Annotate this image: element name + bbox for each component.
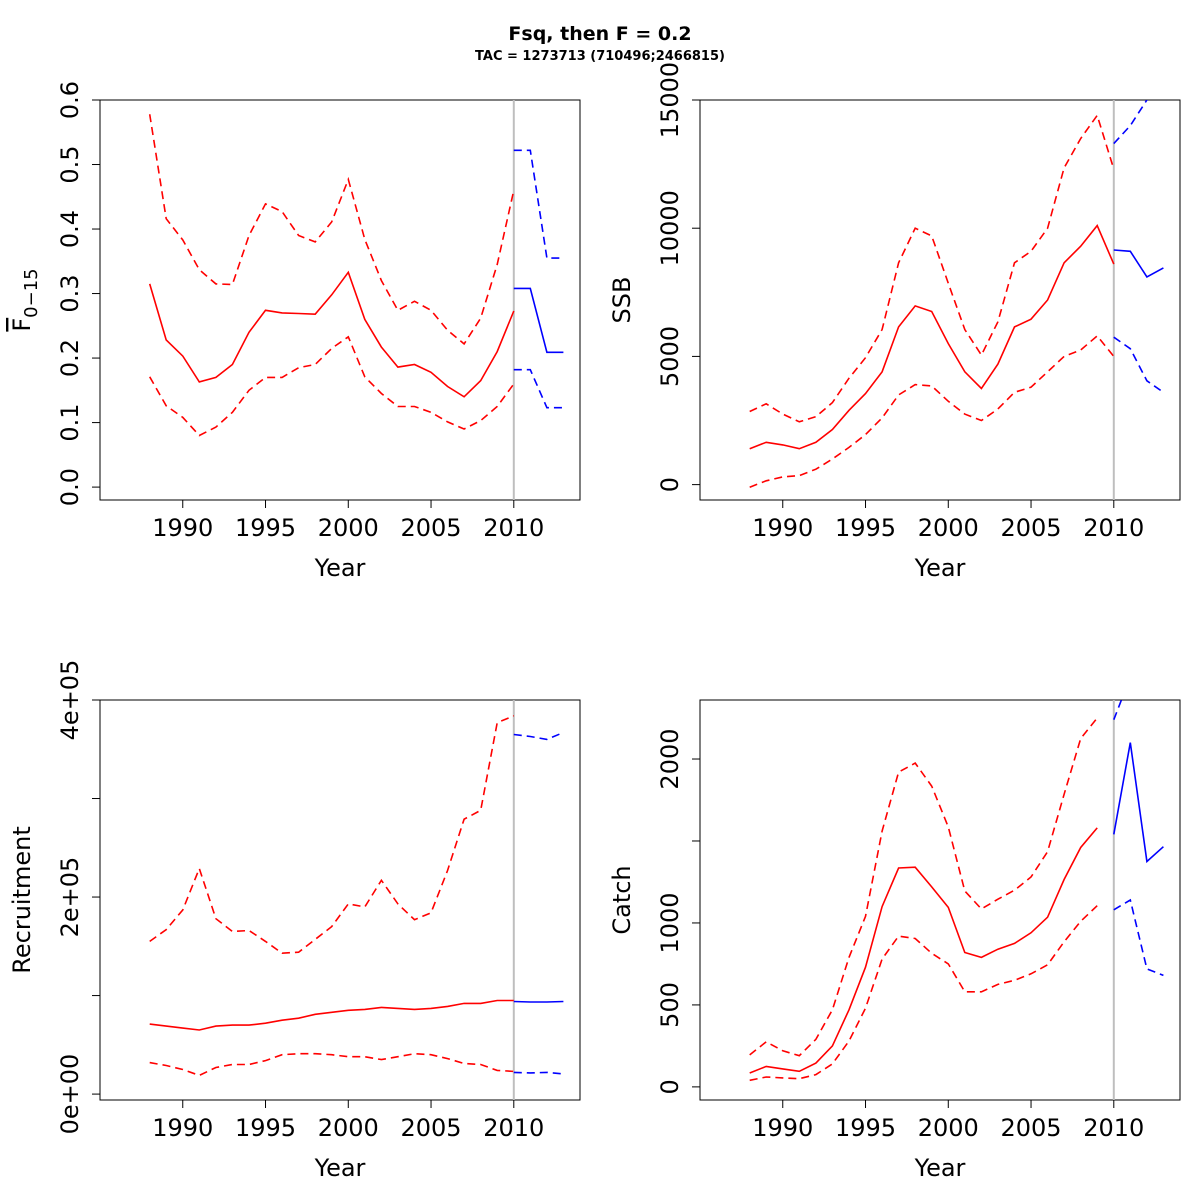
catch-x-axis-label: Year — [914, 1154, 966, 1182]
ssb-forecast-median-line — [1113, 249, 1164, 278]
ssb-x-tick-label: 2000 — [918, 514, 979, 542]
recruitment-x-tick-label: 1995 — [235, 1114, 296, 1142]
fbar-x-tick-label: 1995 — [235, 514, 296, 542]
recruitment-forecast-upper-line — [513, 731, 564, 741]
catch-y-tick-label: 1000 — [656, 892, 684, 953]
fbar-x-tick-label: 2005 — [400, 514, 461, 542]
ssb-x-tick-label: 1990 — [752, 514, 813, 542]
ssb-x-axis-label: Year — [914, 554, 966, 582]
catch-forecast-lower-line — [1113, 898, 1164, 977]
ssb-y-tick-label: 15000 — [656, 62, 684, 138]
recruitment-forecast-median-line — [513, 1000, 564, 1003]
fbar-x-tick-label: 2000 — [318, 514, 379, 542]
catch-history-lower-line — [749, 905, 1098, 1082]
recruitment-y-tick-label: 0e+00 — [56, 1054, 84, 1135]
fbar-history-median-line — [148, 270, 515, 398]
fbar-panel: 1990 1995 2000 2005 2010 0.0 0.1 0.2 0.3 0.4 0.5 0.… — [8, 81, 581, 582]
fbar-x-tick-label: 2010 — [483, 514, 544, 542]
recruitment-history-median-line — [149, 999, 514, 1031]
ssb-x-tick-label: 1995 — [835, 514, 896, 542]
catch-y-tick-label: 500 — [656, 982, 684, 1028]
catch-x-tick-label: 2010 — [1083, 1114, 1144, 1142]
catch-x-tick-label: 2005 — [1000, 1114, 1061, 1142]
catch-y-tick-label: 0 — [656, 1079, 684, 1094]
fbar-y-tick-label: 0.3 — [56, 274, 84, 312]
recruitment-y-tick-label: 2e+05 — [56, 857, 84, 938]
fbar-forecast-median-line — [513, 287, 564, 354]
ssb-forecast-lower-line — [1113, 336, 1164, 393]
catch-x-tick-label: 1995 — [835, 1114, 896, 1142]
catch-panel: 1990 1995 2000 2005 2010 0 500 1000 2000 Year Catc… — [608, 699, 1181, 1182]
fbar-y-tick-label: 0.2 — [56, 339, 84, 377]
ssb-panel: 1990 1995 2000 2005 2010 0 5000 10000 15000 Year S… — [608, 62, 1181, 582]
recruitment-x-axis-label: Year — [314, 1154, 366, 1182]
ssb-history-lower-line — [749, 334, 1115, 488]
ssb-history-median-line — [749, 224, 1115, 450]
ssb-y-tick-label: 0 — [656, 477, 684, 492]
fbar-history-upper-line — [148, 114, 515, 346]
fbar-y-tick-label: 0.1 — [56, 403, 84, 441]
recruitment-panel: 1990 1995 2000 2005 2010 0e+00 2e+05 4e+05 Year R… — [8, 660, 581, 1182]
ssb-history-upper-line — [749, 113, 1115, 423]
fbar-y-tick-label: 0.0 — [56, 468, 84, 506]
fbar-y-tick-label: 0.6 — [56, 81, 84, 119]
recruitment-y-tick-label: 4e+05 — [56, 660, 84, 741]
fbar-forecast-upper-line — [513, 149, 564, 259]
catch-y-tick-label: 2000 — [656, 728, 684, 789]
ssb-plot-frame — [699, 99, 1181, 501]
ssb-y-tick-label: 5000 — [656, 326, 684, 387]
ssb-y-tick-label: 10000 — [656, 190, 684, 266]
figure-subtitle: TAC = 1273713 (710496;2466815) — [475, 49, 725, 64]
recruitment-x-tick-label: 2000 — [318, 1114, 379, 1142]
ssb-y-axis-label: SSB — [608, 277, 636, 324]
ssb-x-tick-label: 2010 — [1083, 514, 1144, 542]
recruitment-forecast-lower-line — [513, 1071, 564, 1075]
fbar-y-tick-label: 0.5 — [56, 145, 84, 183]
catch-y-axis-label: Catch — [608, 865, 636, 934]
fbar-y-axis-label: F0−15 — [8, 268, 42, 331]
catch-x-tick-label: 1990 — [752, 1114, 813, 1142]
fbar-history-lower-line — [149, 335, 515, 437]
figure-title: Fsq, then F = 0.2 — [508, 23, 691, 45]
catch-forecast-median-line — [1113, 742, 1164, 864]
catch-x-tick-label: 2000 — [918, 1114, 979, 1142]
recruitment-x-tick-label: 2005 — [400, 1114, 461, 1142]
recruitment-y-axis-label: Recruitment — [8, 826, 36, 973]
catch-plot-frame — [699, 699, 1181, 1101]
fbar-y-tick-label: 0.4 — [56, 210, 84, 248]
catch-forecast-upper-line — [1113, 700, 1123, 720]
ssb-x-tick-label: 2005 — [1000, 514, 1061, 542]
catch-history-upper-line — [749, 717, 1098, 1057]
recruitment-history-upper-line — [149, 715, 515, 955]
recruitment-history-lower-line — [149, 1052, 514, 1077]
fbar-forecast-lower-line — [513, 368, 564, 409]
catch-history-median-line — [749, 827, 1098, 1074]
recruitment-x-tick-label: 1990 — [152, 1114, 213, 1142]
recruitment-plot-frame — [99, 699, 581, 1101]
fbar-x-tick-label: 1990 — [152, 514, 213, 542]
ssb-forecast-upper-line — [1113, 100, 1148, 145]
fbar-plot-frame — [99, 99, 581, 501]
recruitment-x-tick-label: 2010 — [483, 1114, 544, 1142]
fbar-x-axis-label: Year — [314, 554, 366, 582]
